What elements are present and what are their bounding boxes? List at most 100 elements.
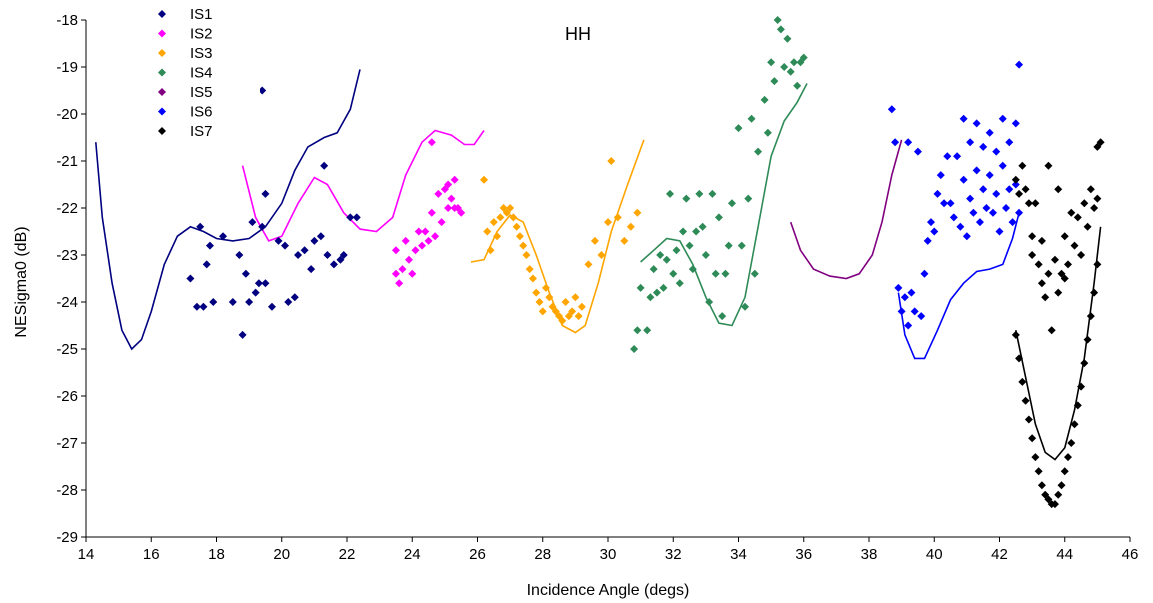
y-tick-label: -25	[56, 341, 78, 358]
data-point-is7	[1024, 415, 1033, 424]
data-point-is6	[891, 138, 900, 147]
data-point-is3	[607, 157, 616, 165]
legend-label-is5: IS5	[190, 84, 213, 101]
data-point-is1	[219, 232, 228, 241]
data-point-is2	[434, 189, 443, 198]
data-point-is4	[701, 251, 710, 259]
data-point-is1	[274, 236, 283, 245]
data-point-is7	[1086, 185, 1095, 194]
data-point-is6	[1005, 185, 1014, 194]
data-point-is6	[1011, 180, 1020, 189]
data-point-is3	[584, 260, 593, 269]
data-point-is1	[228, 298, 237, 306]
data-point-is6	[979, 142, 988, 151]
data-point-is4	[659, 283, 668, 292]
data-point-is4	[662, 255, 671, 264]
data-point-is6	[962, 232, 971, 241]
data-point-is2	[414, 227, 423, 236]
data-point-is2	[431, 232, 440, 241]
chart-title: HH	[565, 24, 591, 44]
data-point-is1	[258, 222, 267, 231]
series-curve-is1	[95, 69, 361, 351]
data-point-is4	[750, 269, 759, 278]
data-point-is6	[979, 185, 988, 194]
data-point-is3	[522, 251, 531, 259]
data-point-is4	[692, 227, 701, 236]
data-point-is1	[261, 279, 270, 288]
data-point-is7	[1060, 274, 1069, 283]
legend-marker-is2	[158, 29, 166, 38]
data-point-is4	[630, 345, 639, 353]
data-point-is4	[695, 189, 704, 198]
data-point-is6	[920, 269, 929, 278]
data-point-is7	[1090, 288, 1099, 297]
legend-label-is7: IS7	[190, 123, 213, 140]
data-point-is3	[493, 232, 502, 241]
data-point-is6	[946, 199, 955, 208]
data-point-is4	[763, 128, 772, 137]
data-point-is3	[538, 307, 547, 316]
data-point-is6	[900, 293, 909, 302]
data-point-is6	[953, 152, 962, 161]
data-point-is4	[649, 265, 658, 274]
data-point-is7	[1093, 194, 1102, 203]
data-point-is1	[261, 189, 270, 198]
data-point-is1	[352, 213, 361, 222]
data-point-is7	[1054, 288, 1063, 297]
data-point-is7	[1037, 481, 1046, 490]
x-tick-label: 28	[534, 546, 551, 563]
data-point-is7	[1034, 467, 1043, 476]
data-point-is7	[1073, 213, 1082, 222]
data-point-is1	[307, 265, 316, 274]
data-point-is6	[930, 227, 939, 236]
data-point-is3	[613, 213, 622, 222]
data-point-is7	[1021, 185, 1030, 194]
data-point-is7	[1044, 161, 1053, 170]
x-tick-label: 46	[1122, 546, 1139, 563]
x-tick-label: 14	[78, 546, 95, 563]
data-point-is6	[985, 128, 994, 137]
data-point-is4	[786, 67, 795, 76]
data-point-is7	[1047, 326, 1056, 335]
data-point-is7	[1037, 236, 1046, 245]
data-point-is7	[1028, 251, 1037, 259]
data-point-is1	[192, 302, 201, 311]
data-point-is4	[737, 241, 746, 250]
data-point-is7	[1093, 260, 1102, 269]
legend-marker-is3	[158, 49, 166, 57]
data-point-is7	[1024, 199, 1033, 208]
data-point-is6	[985, 171, 994, 180]
data-point-is1	[320, 161, 329, 170]
data-point-is1	[209, 298, 218, 306]
data-point-is7	[1031, 453, 1040, 462]
x-tick-label: 40	[926, 546, 943, 563]
data-point-is3	[568, 307, 577, 316]
data-point-is6	[894, 283, 903, 292]
data-point-is7	[1018, 161, 1027, 170]
data-point-is2	[457, 208, 466, 217]
data-point-is4	[633, 326, 642, 335]
data-point-is2	[421, 227, 430, 236]
data-point-is6	[907, 288, 916, 297]
data-point-is1	[329, 260, 338, 269]
data-point-is6	[887, 105, 896, 114]
data-point-is4	[646, 293, 655, 302]
data-point-is6	[998, 161, 1007, 170]
data-point-is1	[300, 246, 309, 255]
data-point-is6	[988, 208, 997, 217]
data-point-is6	[897, 307, 906, 316]
data-point-is2	[437, 218, 446, 227]
x-tick-label: 20	[273, 546, 290, 563]
data-point-is7	[1021, 396, 1030, 405]
data-point-is4	[724, 241, 733, 250]
data-point-is3	[532, 288, 541, 297]
data-point-is3	[577, 302, 586, 311]
data-point-is7	[1073, 401, 1082, 410]
data-point-is4	[688, 265, 697, 274]
data-point-is1	[202, 260, 211, 269]
data-point-is1	[290, 293, 299, 302]
y-tick-label: -18	[56, 12, 78, 29]
legend-label-is4: IS4	[190, 65, 213, 82]
data-point-is6	[959, 114, 968, 123]
